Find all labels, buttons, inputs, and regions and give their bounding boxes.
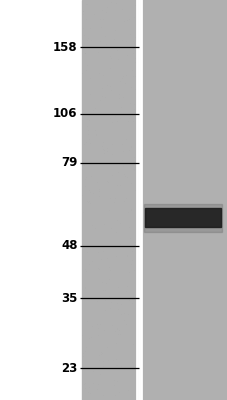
Text: 158: 158 [53,41,77,54]
Text: 48: 48 [61,239,77,252]
Text: 23: 23 [61,362,77,375]
Text: 106: 106 [53,107,77,120]
Text: 79: 79 [61,156,77,169]
Bar [144,208,220,226]
Bar [82,0,136,400]
Text: 35: 35 [61,292,77,305]
Bar [143,204,221,232]
Bar [141,0,227,400]
